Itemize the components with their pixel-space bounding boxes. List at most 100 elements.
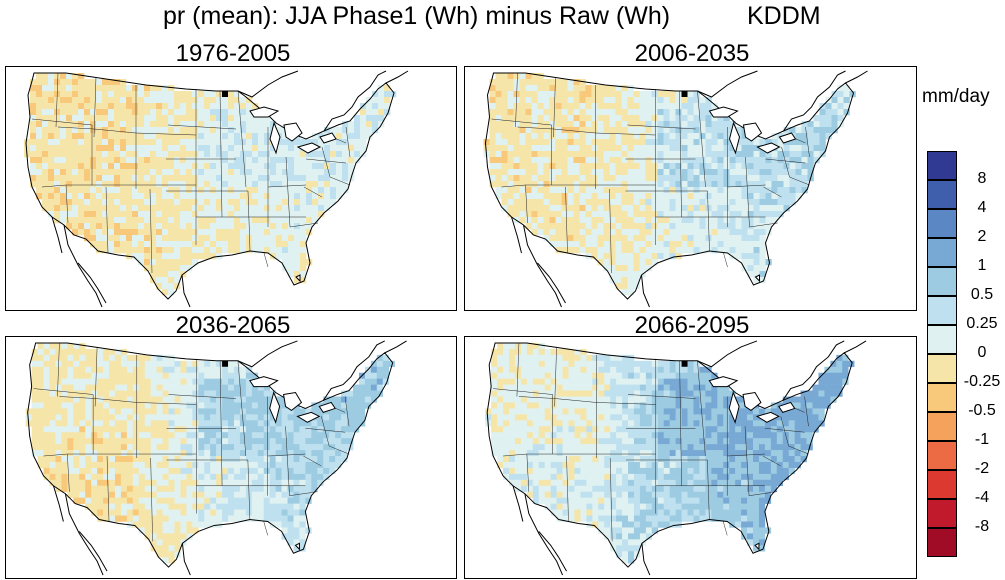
grid-cell [31,354,38,362]
grid-cell [43,426,50,433]
grid-cell [114,139,121,146]
grid-cell [222,450,229,457]
grid-cell [531,139,538,146]
grid-cell [156,479,163,487]
grid-cell [204,378,211,385]
grid-cell [49,432,56,439]
grid-cell [132,384,140,391]
grid-cell [783,175,790,182]
grid-cell [681,205,688,212]
grid-cell [91,360,98,368]
grid-cell [233,473,241,481]
grid-cell [699,187,706,194]
grid-cell [90,127,97,134]
grid-cell [567,205,574,212]
grid-cell [281,491,288,498]
grid-cell [233,408,241,415]
grid-cell [509,414,516,421]
grid-cell [759,157,766,164]
grid-cell [532,384,540,391]
grid-cell [258,133,265,140]
grid-cell [663,103,670,110]
grid-cell [699,366,706,374]
grid-cell [555,229,562,236]
grid-cell [520,354,528,362]
grid-cell [312,193,319,200]
grid-cell [228,199,235,206]
grid-cell [210,521,217,528]
grid-cell [252,181,259,188]
grid-cell [603,109,610,116]
grid-cell [270,193,277,200]
grid-cell [216,187,223,194]
grid-cell [615,85,622,92]
grid-cell [501,103,508,110]
grid-cell [210,199,217,206]
grid-cell [555,79,562,86]
grid-cell [204,509,211,516]
grid-cell [216,247,223,254]
grid-cell [49,420,56,427]
grid-cell [693,187,700,194]
grid-cell [192,402,199,409]
grid-cell [507,115,514,122]
grid-cell [705,235,712,242]
grid-cell [126,181,133,188]
grid-cell [96,175,103,182]
grid-cell [567,115,574,122]
grid-cell [251,384,259,391]
grid-cell [42,115,49,122]
grid-cell [264,145,271,152]
grid-cell [108,175,115,182]
grid-cell [257,402,265,409]
grid-cell [216,384,223,391]
grid-cell [645,414,653,421]
grid-cell [49,479,56,487]
grid-cell [341,420,348,427]
map-panel-1 [5,66,457,311]
grid-cell [120,79,127,86]
grid-cell [144,133,151,140]
grid-cell [251,426,259,433]
grid-cell [156,283,163,290]
grid-cell [216,450,223,457]
grid-cell [240,115,247,122]
grid-cell [162,157,169,164]
grid-cell [550,372,557,379]
grid-cell [270,223,277,230]
grid-cell [150,384,157,391]
grid-cell [561,211,568,218]
grid-cell [192,432,199,439]
grid-cell [525,139,532,146]
grid-cell [633,390,641,397]
grid-cell [252,229,259,236]
grid-cell [114,467,122,475]
grid-cell [67,485,74,493]
grid-cell [645,247,652,254]
coastline [181,543,191,576]
grid-cell [156,205,163,212]
grid-cell [252,247,259,254]
grid-cell [819,121,826,128]
grid-cell [97,354,104,362]
grid-cell [168,414,175,421]
grid-cell [294,205,301,212]
grid-cell [549,91,556,98]
grid-cell [174,169,181,176]
grid-cell [60,115,67,122]
grid-cell [483,145,490,152]
grid-cell [233,503,241,510]
state-line [219,360,223,486]
grid-cell [663,121,670,128]
grid-cell [537,223,544,230]
grid-cell [90,79,97,86]
grid-cell [240,139,247,146]
grid-cell [66,205,73,212]
grid-cell [91,414,98,421]
grid-cell [675,175,682,182]
grid-cell [526,396,534,403]
grid-cell [138,491,146,498]
grid-cell [97,473,104,481]
grid-cell [114,485,122,493]
grid-cell [192,444,199,451]
